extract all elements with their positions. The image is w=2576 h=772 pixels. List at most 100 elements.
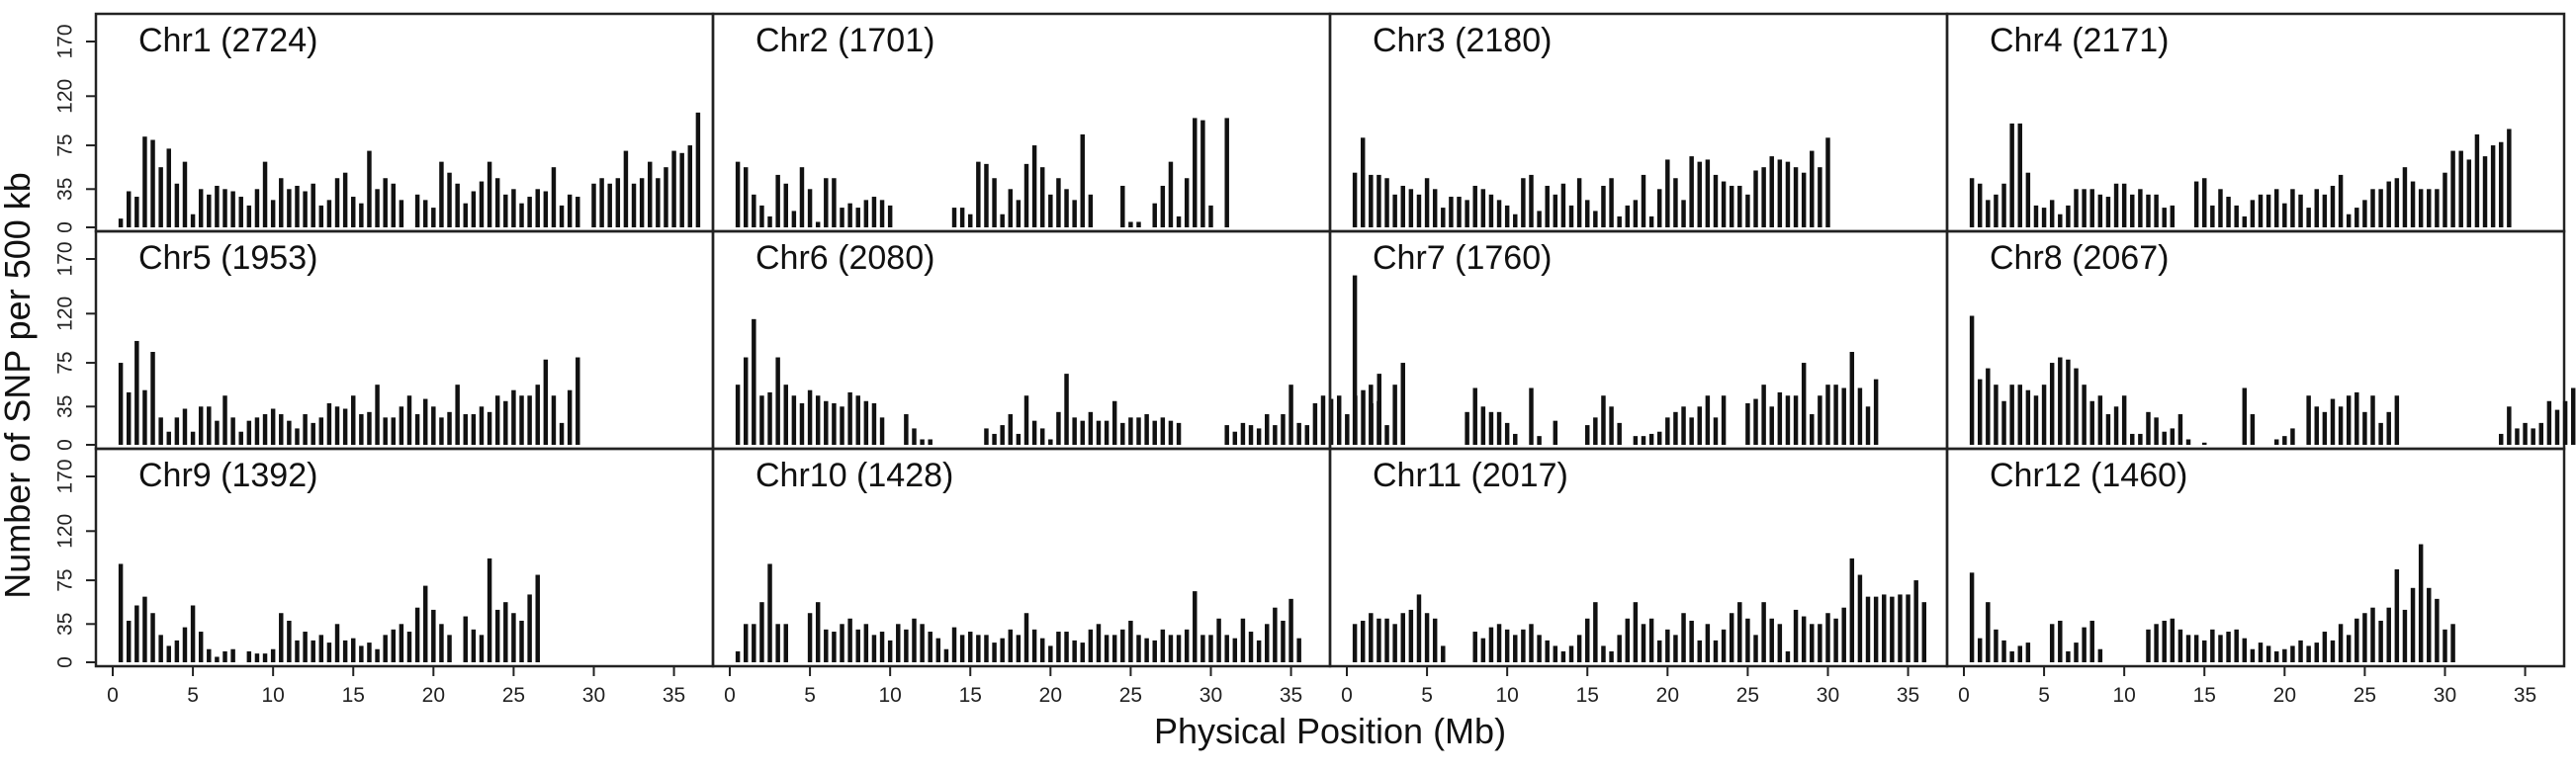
bar bbox=[439, 161, 444, 227]
bar bbox=[840, 406, 844, 445]
bar bbox=[2113, 183, 2119, 227]
bar bbox=[1224, 425, 1229, 445]
bar bbox=[519, 203, 524, 227]
bar bbox=[2250, 648, 2256, 662]
bar bbox=[1000, 425, 1005, 445]
bar bbox=[2009, 123, 2014, 227]
bar bbox=[2338, 174, 2344, 227]
bar bbox=[2177, 414, 2183, 445]
bar bbox=[1416, 594, 1422, 662]
bar bbox=[984, 163, 989, 227]
bar bbox=[2218, 635, 2223, 662]
bar bbox=[1064, 189, 1069, 227]
bar bbox=[1825, 137, 1830, 227]
bar bbox=[1120, 629, 1125, 662]
bar bbox=[1039, 167, 1045, 227]
bar bbox=[311, 640, 315, 662]
bar bbox=[439, 624, 444, 662]
bar bbox=[230, 648, 235, 662]
bar bbox=[2001, 640, 2006, 662]
bar bbox=[1472, 632, 1477, 662]
bar bbox=[1144, 414, 1149, 445]
bar bbox=[463, 203, 468, 227]
bar bbox=[1753, 398, 1758, 445]
bar bbox=[735, 385, 741, 445]
bar bbox=[2378, 189, 2383, 227]
x-tick-label: 15 bbox=[2193, 684, 2216, 707]
bar bbox=[1193, 118, 1198, 227]
bar bbox=[959, 208, 965, 227]
bar bbox=[1016, 433, 1022, 445]
bar bbox=[984, 428, 989, 445]
bar bbox=[222, 650, 227, 662]
bar bbox=[840, 208, 844, 227]
bar bbox=[2322, 632, 2328, 662]
bar bbox=[2138, 433, 2143, 445]
x-tick-label: 30 bbox=[582, 684, 605, 707]
bar bbox=[752, 318, 756, 445]
bar bbox=[215, 185, 220, 227]
bar bbox=[1273, 425, 1278, 445]
bar bbox=[182, 161, 188, 227]
bar bbox=[1721, 181, 1727, 227]
bar bbox=[399, 200, 404, 227]
bar bbox=[2049, 363, 2055, 445]
bar bbox=[1023, 613, 1029, 662]
bar bbox=[1288, 598, 1293, 662]
bar bbox=[1184, 629, 1190, 662]
y-axis-label: Number of SNP per 500 kb bbox=[0, 172, 38, 599]
bar bbox=[2218, 189, 2223, 227]
bar bbox=[118, 218, 124, 227]
bar bbox=[1656, 640, 1662, 662]
bar bbox=[1713, 640, 1719, 662]
bar bbox=[879, 417, 885, 445]
bar bbox=[198, 406, 204, 445]
bar bbox=[1705, 624, 1711, 662]
bar bbox=[1545, 185, 1550, 227]
bar bbox=[1000, 638, 1005, 662]
x-tick-label: 20 bbox=[2273, 684, 2296, 707]
bar bbox=[1665, 159, 1670, 227]
bar bbox=[2082, 189, 2087, 227]
bar bbox=[383, 635, 388, 662]
bar bbox=[1818, 624, 1822, 662]
x-tick-label: 25 bbox=[1119, 684, 1142, 707]
x-tick-label: 15 bbox=[959, 684, 982, 707]
bar bbox=[1785, 395, 1791, 445]
bar bbox=[1745, 618, 1750, 662]
bar bbox=[326, 643, 332, 662]
bar bbox=[623, 150, 629, 227]
bar bbox=[311, 422, 315, 445]
bar bbox=[976, 161, 981, 227]
bar bbox=[2058, 620, 2063, 662]
bar bbox=[824, 400, 829, 445]
bar bbox=[1841, 607, 1846, 662]
bar bbox=[279, 414, 284, 445]
bar bbox=[1898, 594, 1903, 662]
bar bbox=[1480, 638, 1486, 662]
bar bbox=[1168, 161, 1174, 227]
bar bbox=[664, 167, 668, 227]
bar bbox=[503, 194, 508, 227]
bar bbox=[2049, 200, 2055, 227]
bar bbox=[1609, 406, 1614, 445]
bar bbox=[824, 629, 829, 662]
bar bbox=[1048, 645, 1053, 662]
bar bbox=[1408, 609, 1414, 662]
bar bbox=[1472, 387, 1477, 445]
bar bbox=[1345, 414, 1350, 445]
bar bbox=[1537, 436, 1542, 445]
bar bbox=[1031, 420, 1037, 445]
bar bbox=[326, 402, 332, 445]
bar bbox=[847, 203, 852, 227]
bar bbox=[479, 635, 485, 662]
bar bbox=[1400, 613, 1405, 662]
bar bbox=[2025, 172, 2031, 227]
bar bbox=[1753, 635, 1758, 662]
bar bbox=[342, 640, 348, 662]
bar bbox=[1488, 411, 1494, 445]
bar bbox=[2146, 411, 2151, 445]
bar bbox=[2074, 368, 2079, 445]
x-tick-label: 10 bbox=[2112, 684, 2135, 707]
bar bbox=[671, 150, 676, 227]
